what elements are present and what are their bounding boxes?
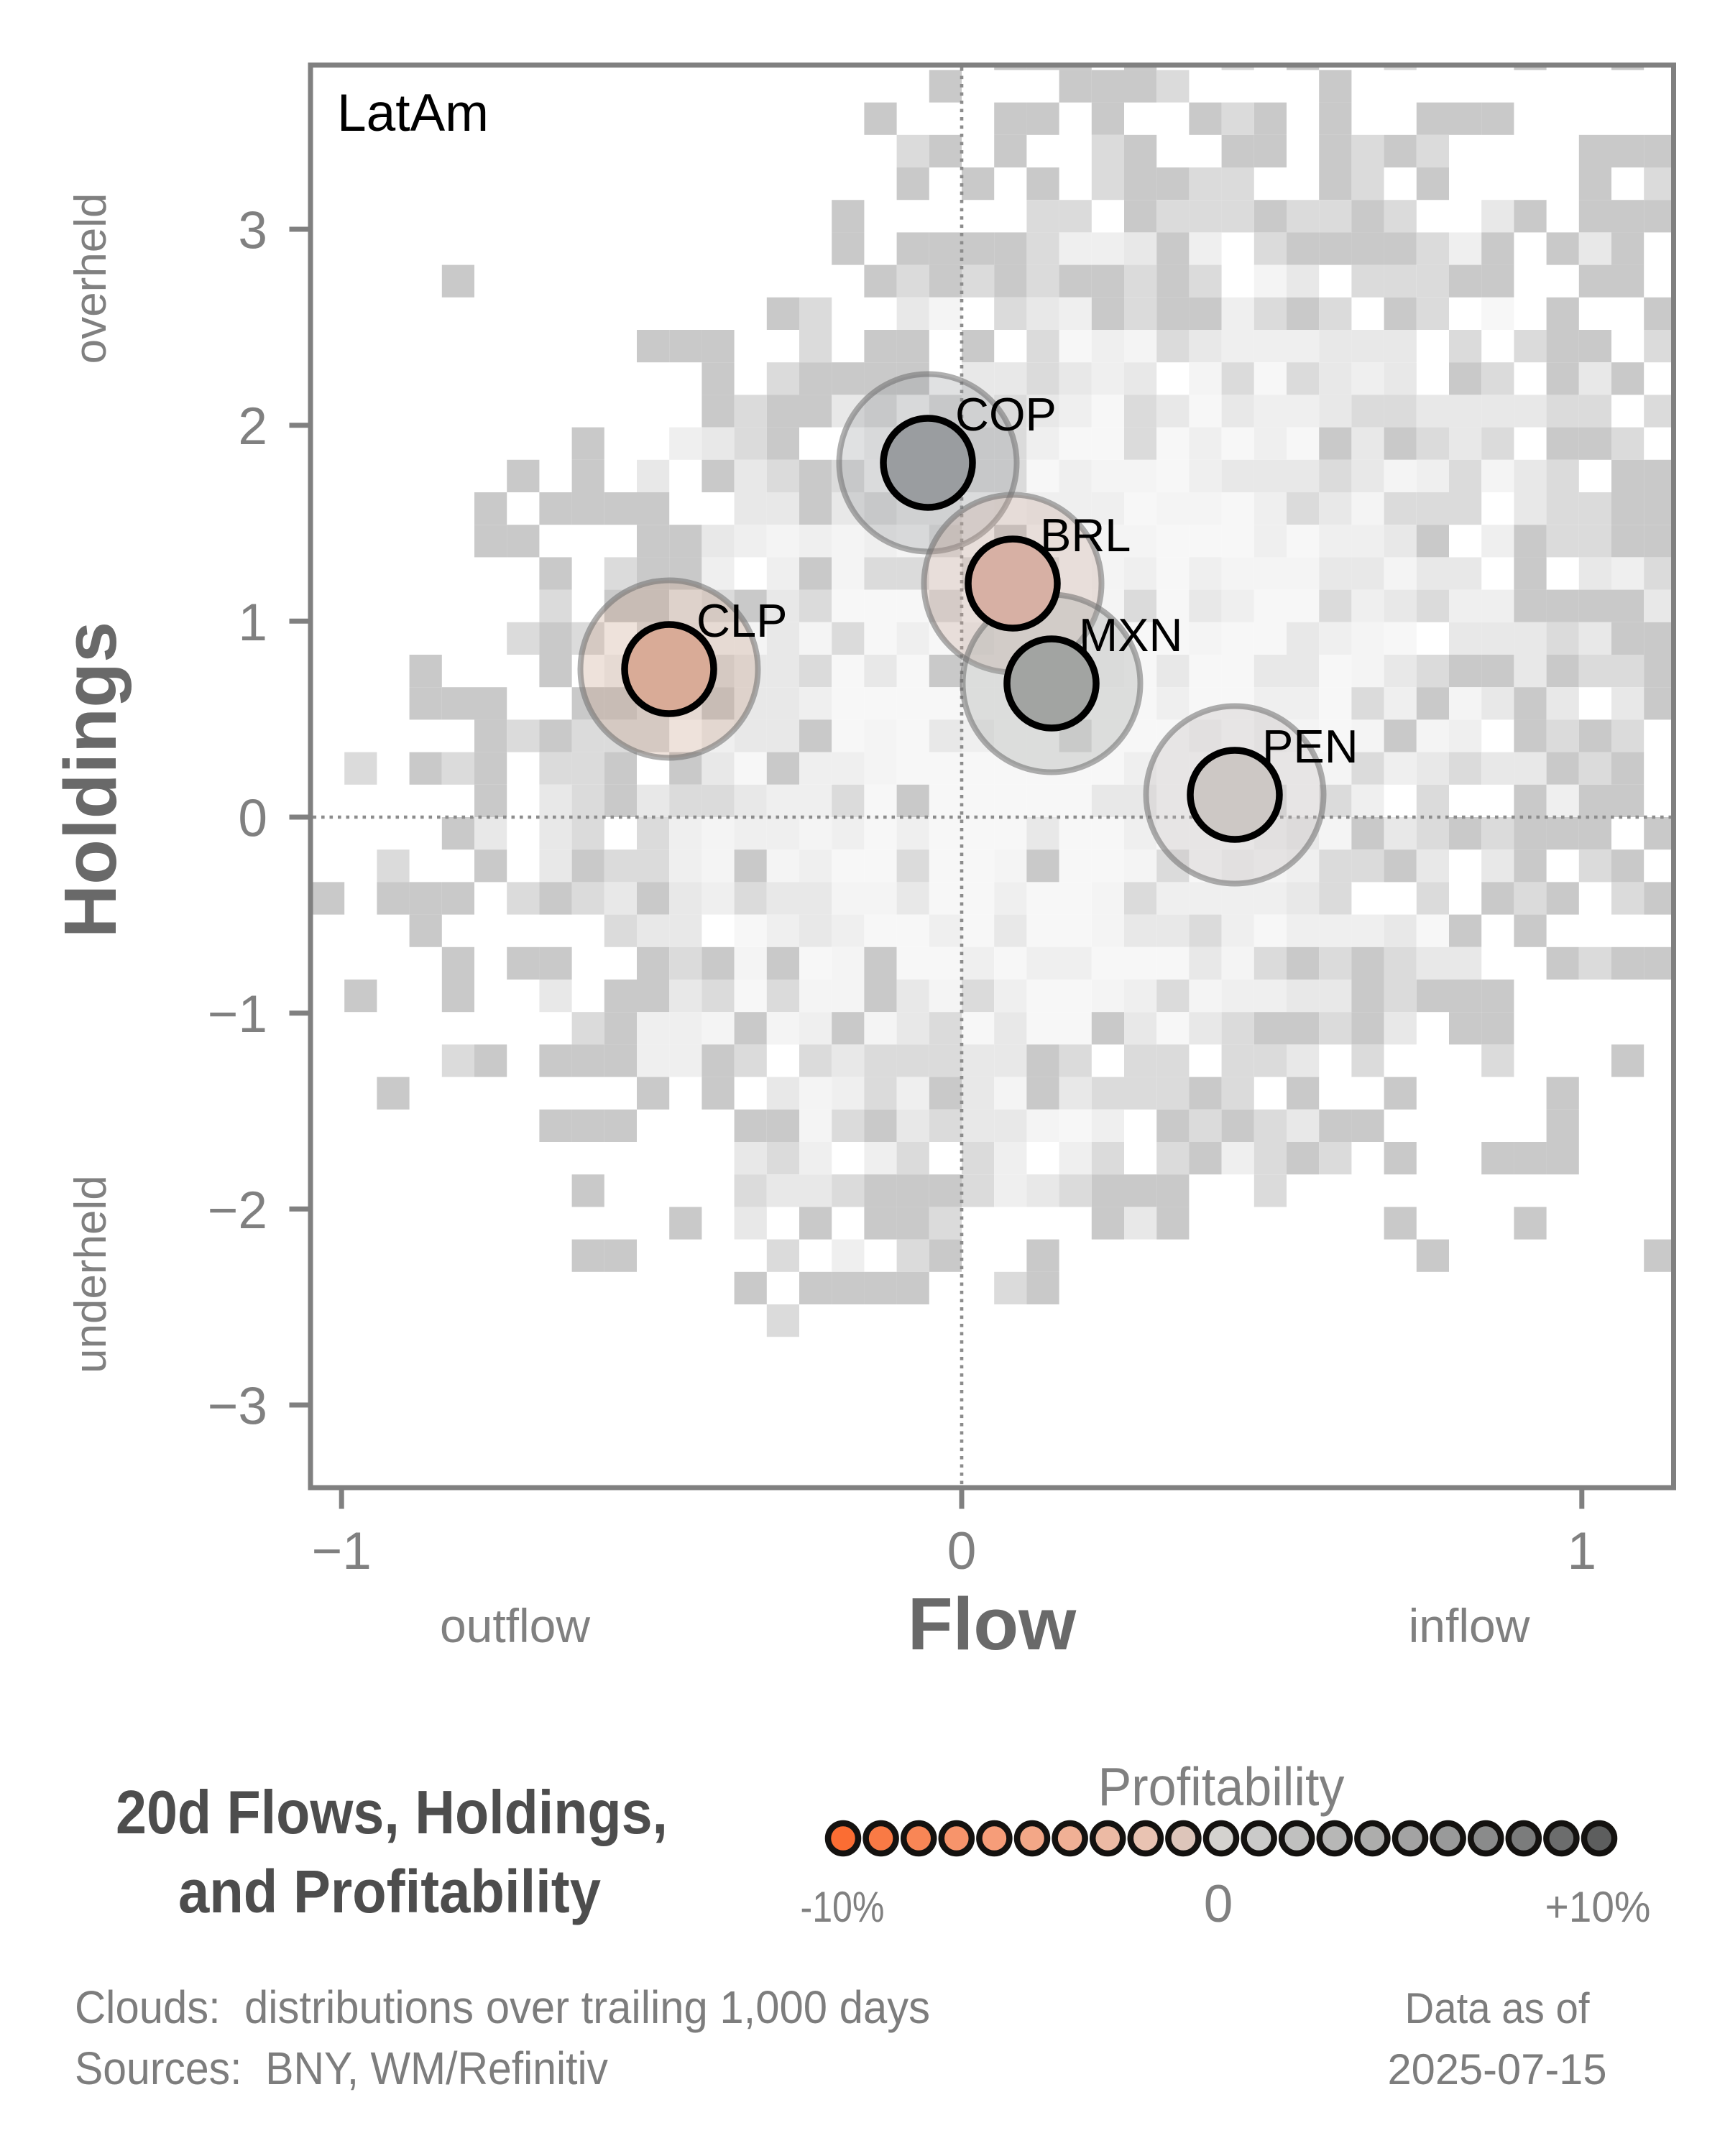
svg-text:LatAm: LatAm bbox=[337, 84, 489, 142]
svg-text:PEN: PEN bbox=[1262, 720, 1358, 773]
svg-text:3: 3 bbox=[238, 202, 267, 260]
svg-text:Data as of: Data as of bbox=[1405, 1984, 1590, 2032]
svg-text:COP: COP bbox=[955, 388, 1057, 441]
svg-text:0: 0 bbox=[947, 1522, 977, 1580]
svg-text:−1: −1 bbox=[208, 985, 267, 1044]
svg-text:Flow: Flow bbox=[908, 1583, 1077, 1665]
svg-text:inflow: inflow bbox=[1409, 1599, 1530, 1652]
svg-text:2: 2 bbox=[238, 397, 267, 456]
svg-text:outflow: outflow bbox=[440, 1599, 590, 1652]
svg-text:Clouds: distributions over tr: Clouds: distributions over trailing 1,00… bbox=[75, 1981, 930, 2033]
svg-text:−1: −1 bbox=[312, 1522, 372, 1580]
svg-text:2025-07-15: 2025-07-15 bbox=[1388, 2045, 1607, 2093]
svg-text:−2: −2 bbox=[208, 1181, 267, 1240]
svg-text:-10%: -10% bbox=[801, 1883, 885, 1931]
svg-text:BRL: BRL bbox=[1040, 509, 1131, 561]
svg-text:0: 0 bbox=[1204, 1875, 1233, 1933]
svg-text:underheld: underheld bbox=[66, 1175, 116, 1373]
svg-text:−3: −3 bbox=[208, 1378, 267, 1436]
svg-text:Sources: BNY, WM/Refinitiv: Sources: BNY, WM/Refinitiv bbox=[75, 2042, 608, 2094]
svg-text:overheld: overheld bbox=[66, 193, 116, 364]
svg-text:+10%: +10% bbox=[1545, 1883, 1651, 1931]
svg-text:1: 1 bbox=[238, 594, 267, 652]
svg-text:CLP: CLP bbox=[696, 594, 787, 647]
svg-text:Holdings: Holdings bbox=[49, 622, 132, 939]
svg-text:MXN: MXN bbox=[1079, 609, 1182, 661]
svg-text:Profitability: Profitability bbox=[1098, 1756, 1345, 1817]
svg-text:20d Flows, Holdings,: 20d Flows, Holdings, bbox=[116, 1779, 668, 1847]
svg-text:and Profitability: and Profitability bbox=[178, 1858, 601, 1925]
svg-text:0: 0 bbox=[238, 790, 267, 848]
svg-text:1: 1 bbox=[1567, 1522, 1596, 1580]
